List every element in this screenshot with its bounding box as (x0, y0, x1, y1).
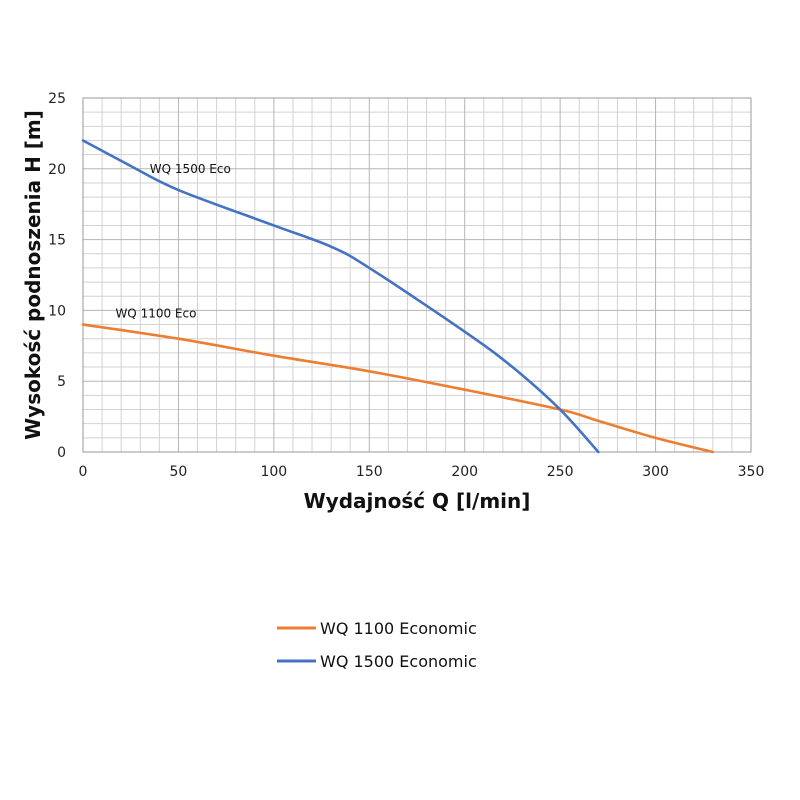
x-tick-label: 0 (79, 464, 88, 480)
legend-label: WQ 1100 Economic (320, 619, 477, 638)
x-tick-label: 150 (356, 464, 383, 480)
major-gridlines (82, 97, 752, 453)
x-tick-label: 100 (260, 464, 287, 480)
y-tick-label: 15 (48, 233, 66, 249)
legend-item: WQ 1500 Economic (277, 652, 477, 671)
curve-label: WQ 1500 Eco (150, 162, 231, 176)
y-axis-title: Wysokość podnoszenia H [m] (21, 110, 45, 440)
series-line-wq-1100 (81, 323, 715, 454)
y-tick-label: 10 (48, 303, 66, 319)
x-tick-label: 350 (738, 464, 765, 480)
x-tick-label: 200 (451, 464, 478, 480)
x-tick-labels: 0 50 100 150 200 250 300 350 (79, 464, 765, 480)
y-tick-label: 0 (57, 445, 66, 461)
legend: WQ 1100 Economic WQ 1500 Economic (277, 619, 477, 671)
y-tick-label: 5 (57, 374, 66, 390)
series-line-wq-1500 (81, 139, 600, 454)
x-tick-label: 300 (642, 464, 669, 480)
legend-label: WQ 1500 Economic (320, 652, 477, 671)
x-tick-label: 250 (547, 464, 574, 480)
x-tick-label: 50 (170, 464, 188, 480)
plot-border (82, 97, 752, 453)
y-tick-labels: 0 5 10 15 20 25 (48, 91, 66, 461)
minor-gridlines (83, 98, 751, 452)
y-tick-label: 20 (48, 162, 66, 178)
legend-item: WQ 1100 Economic (277, 619, 477, 638)
curve-annotations: WQ 1500 Eco WQ 1100 Eco (115, 162, 230, 320)
x-axis-title: Wydajność Q [l/min] (304, 489, 531, 513)
y-tick-label: 25 (48, 91, 66, 107)
series-lines (81, 139, 715, 454)
curve-label: WQ 1100 Eco (115, 306, 196, 320)
